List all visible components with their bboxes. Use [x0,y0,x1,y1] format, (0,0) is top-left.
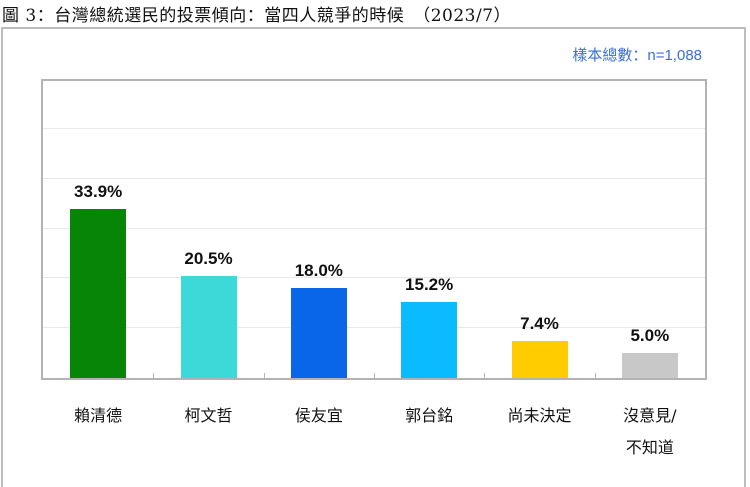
gridline [43,177,705,179]
bar-1 [180,275,237,378]
category-label: 賴清德 [74,406,123,425]
category-label: 侯友宜 [294,406,343,425]
plot-area [41,79,707,380]
bar-4 [511,341,568,378]
axis-tick [594,373,596,378]
sample-size-note: 樣本總數：n=1,088 [572,47,702,64]
gridline [43,277,705,279]
axis-tick [374,373,375,378]
axis-tick [153,373,155,378]
category-label: 尚未決定 [507,406,572,425]
gridline [43,127,705,129]
bar-0 [70,209,127,378]
value-label: 18.0% [294,261,343,281]
axis-tick [484,373,486,378]
bar-2 [290,288,347,378]
category-label: 沒意見/不知道 [623,406,677,457]
value-label: 15.2% [405,275,454,295]
figure-title: 圖 3：台灣總統選民的投票傾向：當四人競爭的時候 （2023/7） [2,6,512,26]
gridline [43,327,705,329]
axis-tick [263,373,265,378]
gridline [43,227,705,229]
bar-3 [401,302,458,378]
value-label: 20.5% [184,248,233,268]
value-label: 7.4% [520,314,559,334]
value-label: 5.0% [630,326,670,346]
value-label: 33.9% [74,182,123,202]
category-label: 柯文哲 [184,406,233,425]
category-label: 郭台銘 [405,406,454,425]
bar-5 [621,353,678,378]
